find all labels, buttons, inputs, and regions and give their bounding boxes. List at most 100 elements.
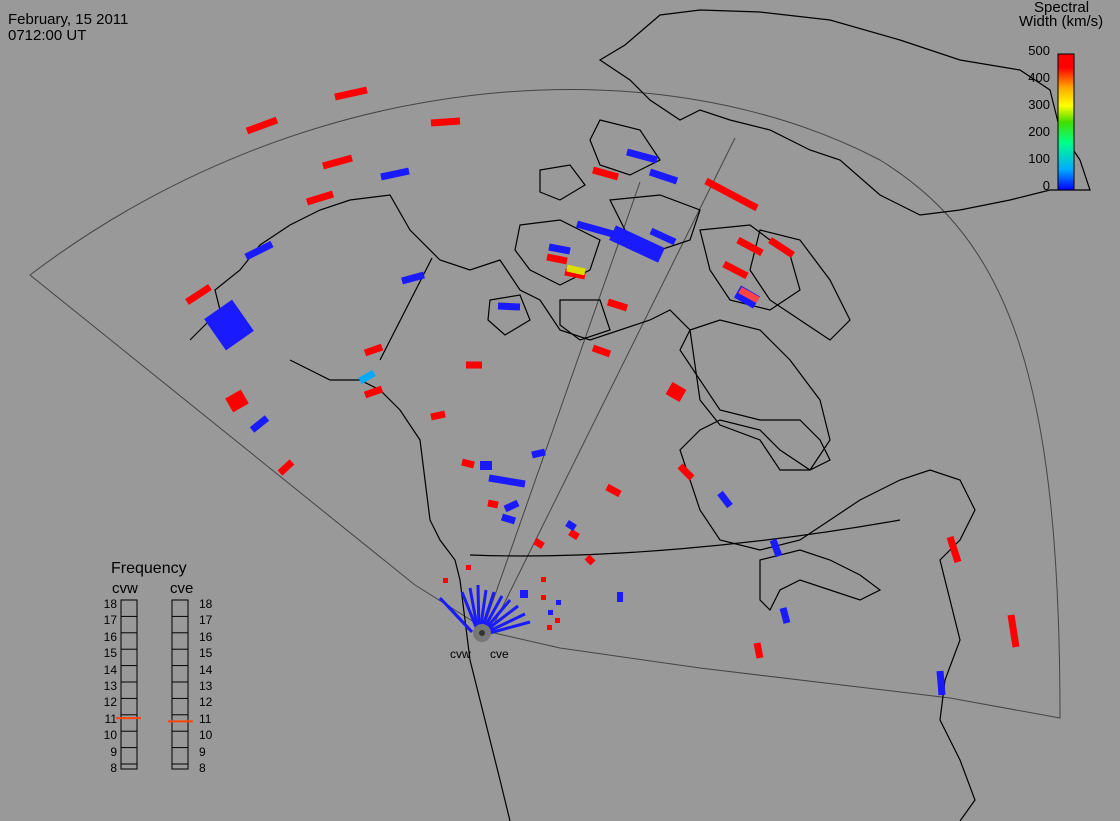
colorbar-title-line2: Width (km/s) xyxy=(1019,13,1104,30)
echo xyxy=(541,577,546,582)
echo xyxy=(555,618,560,623)
time-label: 0712:00 UT xyxy=(8,27,87,44)
frequency-scale-label-right: 18 xyxy=(199,597,213,611)
near-radar-specks xyxy=(443,565,561,630)
colorbar xyxy=(1057,53,1075,191)
echo xyxy=(531,448,546,459)
frequency-scale-label-left: 8 xyxy=(110,761,117,775)
echo xyxy=(736,236,764,257)
echo xyxy=(485,620,531,636)
echo xyxy=(768,237,795,258)
radar-sites xyxy=(473,624,491,642)
alaska-border xyxy=(379,257,433,361)
frequency-scale-label-left: 15 xyxy=(103,646,117,661)
echo xyxy=(677,463,695,481)
echo xyxy=(204,299,254,351)
echo xyxy=(546,253,568,265)
date-label: February, 15 2011 xyxy=(8,11,129,28)
baffin-island xyxy=(749,229,851,341)
echo xyxy=(503,499,520,513)
echo xyxy=(649,227,677,246)
echo xyxy=(480,461,492,470)
echo xyxy=(466,565,471,570)
echo xyxy=(946,535,962,564)
coastlines xyxy=(189,9,1091,821)
north-american-coast xyxy=(189,194,976,821)
colorbar-tick: 300 xyxy=(1028,97,1050,112)
frequency-scale-label-right: 15 xyxy=(199,646,213,661)
radar-echoes xyxy=(185,86,1020,696)
echo xyxy=(609,225,665,263)
echo xyxy=(249,415,270,433)
echo xyxy=(363,385,384,399)
echo xyxy=(443,578,448,583)
arctic-island-7 xyxy=(559,299,611,341)
echo xyxy=(936,670,946,696)
echo xyxy=(487,499,499,509)
echo xyxy=(769,538,783,558)
frequency-scale-label-right: 13 xyxy=(199,679,213,693)
frequency-scale-label-left: 18 xyxy=(103,597,117,611)
echo xyxy=(556,600,561,605)
echo xyxy=(717,490,733,509)
frequency-scale-label-right: 10 xyxy=(199,728,213,743)
echoes-red-block xyxy=(225,381,687,413)
fov-beam-right xyxy=(489,137,736,633)
echo xyxy=(533,538,545,549)
echo xyxy=(520,590,528,598)
echo xyxy=(245,116,279,135)
frequency-scale-label-right: 8 xyxy=(199,761,206,775)
echoes-blue xyxy=(244,148,946,696)
fov-outer-boundary xyxy=(29,89,1061,719)
canada-us-border xyxy=(469,519,901,557)
echo xyxy=(225,389,249,413)
frequency-bars xyxy=(120,599,189,770)
frequency-scale-label-right: 12 xyxy=(199,695,213,710)
frequency-markers xyxy=(116,717,193,723)
frequency-scale-label-right: 14 xyxy=(199,662,213,677)
echo xyxy=(322,154,353,170)
echo xyxy=(380,167,410,181)
echo xyxy=(1007,614,1020,648)
echo xyxy=(185,284,212,305)
echo xyxy=(626,148,658,164)
echo xyxy=(483,604,519,634)
colorbar-tick: 500 xyxy=(1028,43,1050,58)
echoes-red xyxy=(185,86,1020,659)
echo xyxy=(753,642,764,659)
echo xyxy=(541,595,546,600)
echo xyxy=(547,625,552,630)
great-lakes xyxy=(759,549,882,612)
echo xyxy=(564,268,586,280)
echo xyxy=(430,410,446,421)
frequency-radar-label-cve: cve xyxy=(170,580,194,597)
frequency-radar-label-cvw: cvw xyxy=(112,580,138,597)
echo xyxy=(722,260,749,280)
cve-frequency-bar xyxy=(171,599,189,770)
frequency-scale-label-left: 9 xyxy=(110,744,117,759)
colorbar-title-line1: Spectral xyxy=(1034,0,1090,16)
echo xyxy=(665,381,687,403)
cvw-frequency-bar xyxy=(120,599,138,770)
field-of-view xyxy=(29,89,1061,719)
arctic-island-6 xyxy=(487,294,531,336)
echo xyxy=(548,243,571,255)
echo xyxy=(305,190,335,206)
frequency-scale-label-left: 16 xyxy=(103,629,117,644)
echo xyxy=(277,459,295,476)
echo xyxy=(476,584,481,633)
echo xyxy=(497,302,521,311)
echo xyxy=(606,298,629,312)
frequency-scale-label-right: 9 xyxy=(199,744,206,759)
echo xyxy=(738,286,760,304)
echo xyxy=(565,520,577,531)
echo xyxy=(468,587,480,633)
frequency-gridlines xyxy=(121,615,188,765)
frequency-title: Frequency xyxy=(111,560,187,577)
echoes-blue-block xyxy=(204,225,761,602)
echo xyxy=(430,117,461,127)
echoes-other xyxy=(358,264,760,385)
echo xyxy=(401,271,425,285)
echo xyxy=(461,458,475,469)
frequency-scale-label-left: 10 xyxy=(103,728,117,743)
